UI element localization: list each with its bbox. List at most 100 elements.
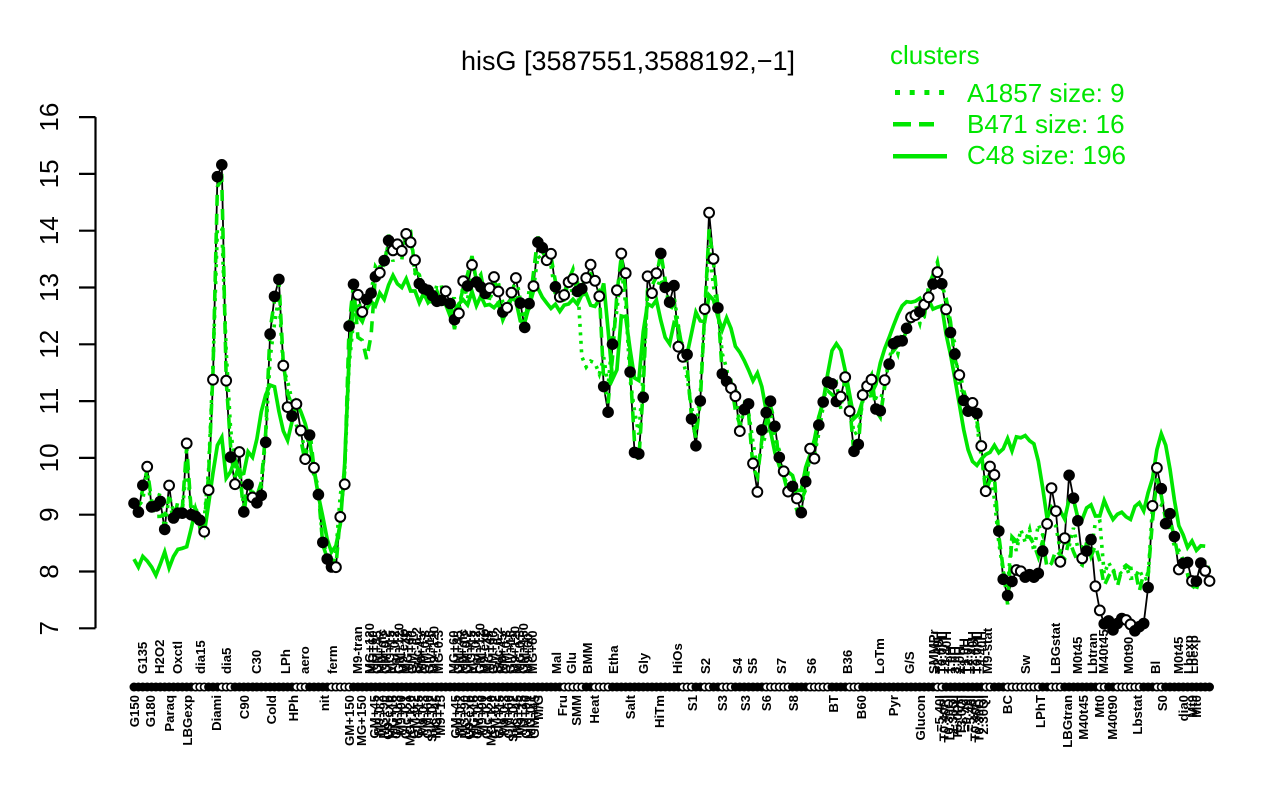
svg-text:BT: BT <box>826 695 841 713</box>
svg-text:C48 size: 196: C48 size: 196 <box>967 140 1126 170</box>
svg-text:MG+120: MG+120 <box>362 623 377 674</box>
svg-text:HiOs: HiOs <box>670 643 685 674</box>
svg-text:S0: S0 <box>1155 695 1170 711</box>
svg-text:GM-0.3: GM-0.3 <box>470 695 485 739</box>
svg-text:MG+150: MG+150 <box>354 695 369 746</box>
svg-text:G150: G150 <box>127 695 142 727</box>
svg-text:hisG [3587551,3588192,−1]: hisG [3587551,3588192,−1] <box>461 46 795 76</box>
svg-text:GM-0.2: GM-0.2 <box>488 695 503 739</box>
svg-text:B60: B60 <box>854 695 869 719</box>
svg-text:M9+15: M9+15 <box>514 695 529 736</box>
svg-text:M9-0.3: M9-0.3 <box>416 695 431 736</box>
svg-text:8: 8 <box>34 564 64 578</box>
svg-text:13: 13 <box>34 273 64 302</box>
svg-text:BMM: BMM <box>580 642 595 674</box>
svg-text:GM+90: GM+90 <box>405 630 420 674</box>
svg-text:MG+45: MG+45 <box>429 695 444 739</box>
svg-text:GM+120: GM+120 <box>472 623 487 674</box>
svg-text:Oxctl: Oxctl <box>170 641 185 674</box>
svg-text:Lbexp: Lbexp <box>1186 635 1201 674</box>
svg-text:GM+60: GM+60 <box>420 695 435 739</box>
svg-text:MG+120: MG+120 <box>483 695 498 746</box>
svg-text:G135: G135 <box>135 642 150 674</box>
svg-text:MG+15: MG+15 <box>466 695 481 739</box>
svg-text:BC: BC <box>1000 695 1015 715</box>
svg-text:GM-0.3: GM-0.3 <box>499 630 514 674</box>
svg-text:M9+60: M9+60 <box>521 633 536 674</box>
svg-text:Lbtran: Lbtran <box>1085 633 1100 674</box>
svg-text:MG+60: MG+60 <box>525 630 540 674</box>
svg-text:14: 14 <box>34 216 64 245</box>
svg-text:2.30QI: 2.30QI <box>976 695 991 735</box>
svg-text:LBGstat: LBGstat <box>1048 622 1063 674</box>
svg-text:T0.30QI: T0.30QI <box>941 695 956 743</box>
svg-text:Gly: Gly <box>636 652 651 674</box>
svg-text:GM-0.3: GM-0.3 <box>389 695 404 739</box>
svg-text:2.0H: 2.0H <box>952 646 967 674</box>
svg-text:clusters: clusters <box>890 40 980 70</box>
svg-text:G9-exp: G9-exp <box>461 695 476 740</box>
svg-text:MG+90: MG+90 <box>457 695 472 739</box>
svg-text:GM+90: GM+90 <box>486 630 501 674</box>
svg-text:GM+60: GM+60 <box>501 695 516 739</box>
svg-text:M9-stat: M9-stat <box>980 627 995 674</box>
svg-text:LPhT: LPhT <box>1033 695 1048 728</box>
svg-text:M9+120: M9+120 <box>427 626 442 674</box>
svg-text:S6: S6 <box>804 658 819 674</box>
svg-text:Gly+15: Gly+15 <box>422 630 437 674</box>
svg-text:S4: S4 <box>730 657 745 674</box>
svg-text:GM+150: GM+150 <box>342 695 357 746</box>
svg-text:=2.40H: =2.40H <box>930 631 945 674</box>
svg-text:M40t90: M40t90 <box>1105 695 1120 740</box>
svg-text:M40t45: M40t45 <box>1076 695 1091 740</box>
svg-text:GM+45: GM+45 <box>448 695 463 739</box>
svg-text:=5.40I: =5.40I <box>932 695 947 732</box>
svg-text:Suc-0.2: Suc-0.2 <box>424 695 439 742</box>
svg-text:MG+60: MG+60 <box>446 630 461 674</box>
svg-text:MG+120: MG+120 <box>402 695 417 746</box>
svg-text:MG+45: MG+45 <box>481 630 496 674</box>
svg-text:Mt0: Mt0 <box>1092 695 1107 718</box>
svg-text:3.0H: 3.0H <box>948 646 963 674</box>
svg-text:T0.0PI: T0.0PI <box>970 635 985 674</box>
svg-text:GM+45: GM+45 <box>527 695 542 739</box>
svg-text:S7: S7 <box>774 658 789 674</box>
svg-text:GM+120: GM+120 <box>391 623 406 674</box>
svg-text:LPh: LPh <box>278 649 293 674</box>
svg-text:M9+glc: M9+glc <box>374 629 389 674</box>
svg-text:GM+45: GM+45 <box>367 695 382 739</box>
svg-text:Suc-0.2: Suc-0.2 <box>505 695 520 742</box>
svg-text:MG+45: MG+45 <box>510 695 525 739</box>
svg-text:M40t45: M40t45 <box>1096 629 1111 674</box>
svg-text:Glucon: Glucon <box>913 695 928 740</box>
svg-text:M0t90: M0t90 <box>1121 637 1136 674</box>
svg-text:T5.0PH: T5.0PH <box>950 695 965 740</box>
svg-text:aero: aero <box>297 646 312 674</box>
svg-text:Glu: Glu <box>564 652 579 674</box>
svg-text:GM-0.2: GM-0.2 <box>459 630 474 674</box>
svg-text:MG+60: MG+60 <box>365 630 380 674</box>
svg-text:Mt9: Mt9 <box>1185 695 1200 718</box>
svg-text:1.0H: 1.0H <box>943 646 958 674</box>
svg-text:MG-0.3: MG-0.3 <box>431 630 446 674</box>
svg-text:T1.0H: T1.0H <box>956 638 971 674</box>
svg-text:S1: S1 <box>685 695 700 711</box>
svg-text:=4.40H: =4.40H <box>974 631 989 674</box>
svg-text:Sw: Sw <box>1018 654 1033 674</box>
svg-text:T0.30QI: T0.30QI <box>972 695 987 743</box>
svg-text:GM-0.2: GM-0.2 <box>378 630 393 674</box>
svg-text:H2O2: H2O2 <box>152 640 167 674</box>
svg-text:G/S: G/S <box>902 651 917 674</box>
svg-text:M0t45: M0t45 <box>1070 637 1085 674</box>
svg-text:M9-exp: M9-exp <box>477 629 492 674</box>
svg-text:MG+45: MG+45 <box>400 630 415 674</box>
svg-text:C90: C90 <box>237 695 252 719</box>
svg-text:Pyr: Pyr <box>886 695 901 716</box>
svg-text:M9+glc: M9+glc <box>455 629 470 674</box>
svg-text:T0.40PI: T0.40PI <box>937 695 952 741</box>
svg-text:Gly+15: Gly+15 <box>492 695 507 739</box>
svg-text:Glc-0.1: Glc-0.1 <box>398 695 413 739</box>
svg-text:Diami: Diami <box>209 695 224 731</box>
svg-text:GM+45: GM+45 <box>450 630 465 674</box>
svg-text:Cold: Cold <box>264 695 279 724</box>
